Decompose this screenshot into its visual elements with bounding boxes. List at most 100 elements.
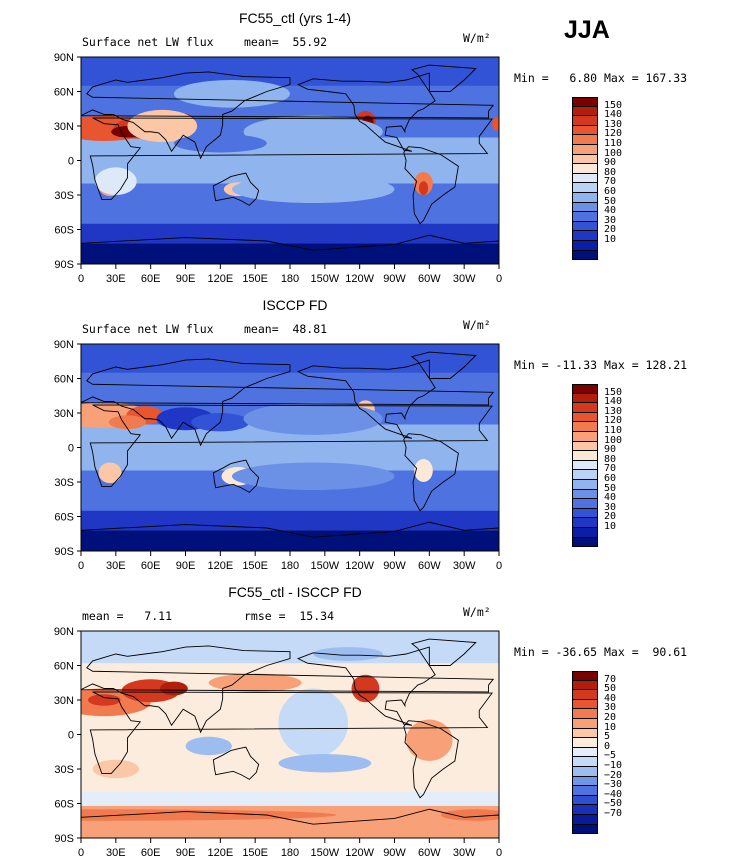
colorbar-label: −70 (604, 808, 623, 819)
field-contour (156, 407, 215, 431)
field-contour (231, 462, 395, 491)
minmax-label: Min = 6.80 Max = 167.33 (514, 71, 688, 85)
coastline (81, 234, 499, 264)
coastline (212, 172, 260, 206)
colorbar-swatch (573, 776, 597, 787)
colorbar-swatch (573, 518, 597, 528)
lon-label: 0 (496, 560, 502, 572)
field-band (81, 805, 499, 838)
colorbar-label: −30 (604, 779, 623, 791)
field-contour (81, 402, 151, 428)
lon-label: 180 (281, 847, 299, 859)
coastline (212, 459, 260, 493)
colorbar-swatch (573, 154, 597, 165)
lon-label: 60W (418, 847, 441, 859)
mean-label: mean= 48.81 (244, 322, 328, 336)
lat-label: 30S (54, 764, 74, 776)
rmse-label: rmse = 15.34 (244, 609, 335, 623)
colorbar-swatch (573, 489, 597, 500)
colorbar-swatch (573, 814, 597, 825)
colorbar-label: 60 (604, 473, 617, 484)
colorbar-swatches (572, 384, 598, 548)
field-contour (191, 413, 250, 432)
field-band (81, 510, 499, 531)
colorbar-label: 60 (604, 186, 617, 197)
colorbar-swatch (573, 709, 597, 719)
lat-label: 60N (54, 87, 74, 99)
colorbar-swatch (573, 680, 597, 691)
map-frame (80, 56, 500, 265)
colorbar-swatch (573, 747, 597, 758)
colorbar-label: 20 (604, 712, 617, 723)
lon-label: 120E (207, 560, 233, 572)
lon-label: 90W (383, 273, 406, 285)
coastline (297, 72, 436, 152)
field-contour (94, 167, 137, 195)
field-band (81, 57, 499, 86)
colorbar-swatch (573, 537, 597, 548)
colorbar-swatch (573, 499, 597, 509)
colorbar-label: 40 (604, 492, 617, 504)
colorbar-swatch (573, 173, 597, 184)
field-band (81, 792, 499, 806)
field-contour (221, 467, 255, 486)
lon-label: 30W (453, 560, 476, 572)
lat-label: 60S (54, 225, 74, 237)
field-contour (351, 674, 380, 703)
field-contour (355, 111, 376, 135)
colorbar-label: −5 (604, 750, 617, 762)
colorbar-swatch (573, 508, 597, 519)
field-band (81, 631, 499, 664)
coastline (81, 521, 499, 551)
lon-label: 0 (496, 847, 502, 859)
lat-label: 0 (68, 443, 74, 455)
colorbar-label: 90 (604, 157, 617, 169)
colorbar-swatch (573, 527, 597, 538)
variable-label: Surface net LW flux (82, 322, 214, 336)
field-contour (152, 112, 195, 129)
lon-label: 90E (176, 847, 196, 859)
lon-label: 120E (207, 847, 233, 859)
field-contour (356, 400, 375, 419)
colorbar-label: 90 (604, 444, 617, 456)
colorbar-label: −10 (604, 760, 623, 771)
lat-label: 90S (54, 833, 74, 845)
colorbar-swatch (573, 479, 597, 490)
colorbar-swatch (573, 470, 597, 480)
lon-label: 120W (345, 273, 374, 285)
field-contour (185, 372, 302, 396)
units-label: W/m² (463, 31, 491, 45)
colorbar-swatch (573, 250, 597, 261)
colorbar-swatch (573, 422, 597, 432)
colorbar-label: 140 (604, 396, 623, 408)
colorbar-label: 140 (604, 109, 623, 121)
colorbar-label: 70 (604, 176, 617, 188)
lon-label: 0 (78, 560, 84, 572)
lon-label: 30E (106, 560, 126, 572)
colorbar-label: 30 (604, 501, 617, 513)
lon-label: 30E (106, 273, 126, 285)
colorbar-label: 110 (604, 138, 623, 149)
lon-label: 150E (242, 273, 268, 285)
coastline (297, 359, 436, 439)
colorbar-label: −20 (604, 769, 623, 781)
lat-label: 90N (54, 626, 74, 638)
lon-label: 30E (106, 847, 126, 859)
coastline (403, 433, 459, 512)
lon-label: 150W (310, 560, 339, 572)
lon-label: 0 (78, 847, 84, 859)
colorbar-label: −40 (604, 788, 623, 800)
colorbar-swatch (573, 795, 597, 806)
colorbar-swatch (573, 451, 597, 461)
colorbar-swatch (573, 786, 597, 796)
field-contour (418, 181, 429, 196)
lat-label: 90S (54, 259, 74, 271)
colorbar-swatch (573, 412, 597, 423)
field-contour (173, 80, 290, 108)
lon-label: 150E (242, 560, 268, 572)
lon-label: 60W (418, 560, 441, 572)
lat-label: 60S (54, 799, 74, 811)
lat-label: 0 (68, 156, 74, 168)
lat-label: 30N (54, 695, 74, 707)
variable-label: Surface net LW flux (82, 35, 214, 49)
